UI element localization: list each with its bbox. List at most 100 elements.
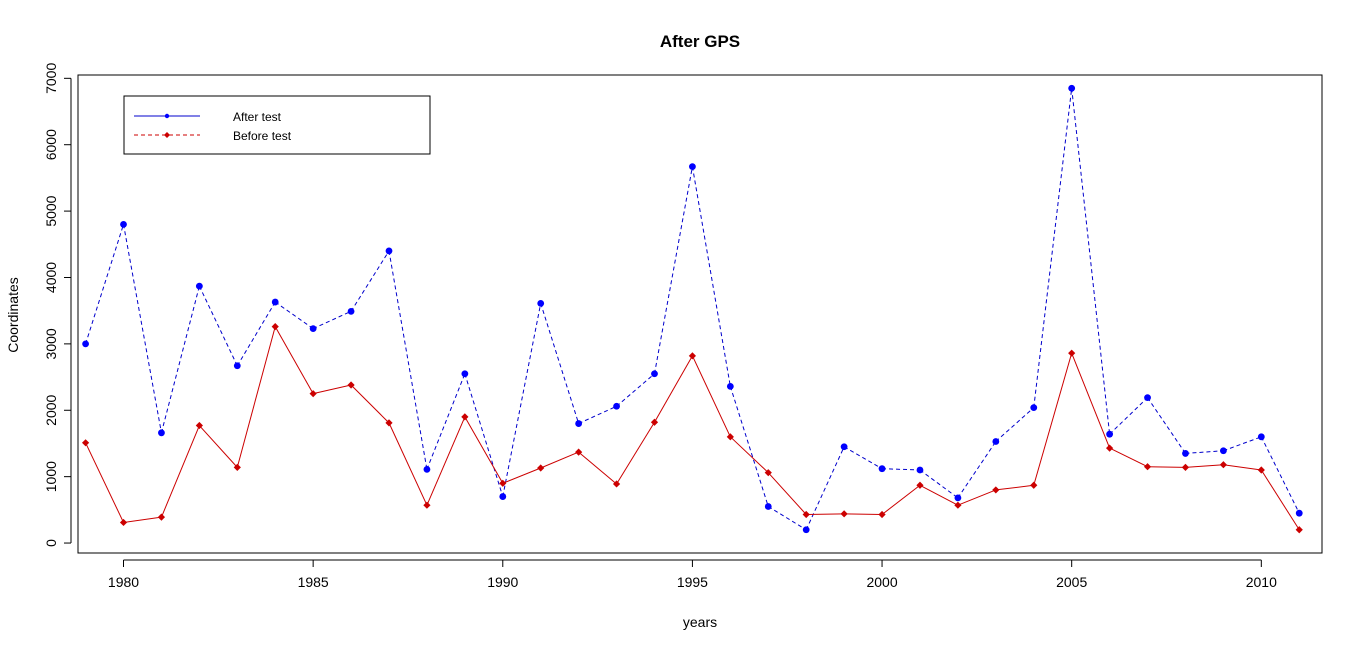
series-segment-after-test bbox=[160, 285, 200, 433]
data-point-after-test bbox=[461, 370, 469, 378]
series-segment-after-test bbox=[578, 405, 617, 424]
y-tick-label: 6000 bbox=[43, 129, 59, 160]
legend-label-before-test: Before test bbox=[233, 129, 292, 143]
x-tick-label: 2000 bbox=[866, 574, 897, 590]
series-segment-before-test bbox=[995, 484, 1034, 491]
data-point-after-test bbox=[158, 429, 165, 437]
series-segment-before-test bbox=[464, 416, 504, 484]
data-point-before-test bbox=[195, 421, 203, 430]
data-point-before-test bbox=[157, 513, 166, 521]
data-point-after-test bbox=[689, 163, 696, 171]
data-point-before-test bbox=[878, 510, 886, 519]
series-segment-before-test bbox=[1147, 466, 1186, 468]
data-point-before-test bbox=[385, 419, 393, 427]
data-point-before-test bbox=[1295, 526, 1303, 534]
legend: After test Before test bbox=[123, 95, 431, 155]
data-point-before-test bbox=[840, 510, 848, 518]
x-tick-label: 1985 bbox=[298, 574, 329, 590]
data-point-before-test bbox=[1030, 481, 1038, 489]
series-segment-after-test bbox=[919, 469, 959, 499]
data-point-before-test bbox=[916, 481, 924, 489]
series-segment-before-test bbox=[1185, 464, 1224, 468]
series-segment-before-test bbox=[654, 355, 693, 423]
data-point-after-test bbox=[1030, 404, 1038, 412]
series-segment-after-test bbox=[1071, 88, 1111, 435]
x-tick-label: 2010 bbox=[1246, 574, 1277, 590]
series-segment-after-test bbox=[691, 166, 731, 387]
series-segment-after-test bbox=[1260, 436, 1300, 514]
data-point-after-test bbox=[499, 493, 507, 500]
series-segment-after-test bbox=[85, 224, 124, 345]
series-segment-after-test bbox=[1147, 397, 1186, 454]
data-point-after-test bbox=[613, 402, 620, 410]
data-point-after-test bbox=[1295, 509, 1303, 517]
series-segment-before-test bbox=[502, 467, 541, 484]
series-segment-after-test bbox=[882, 468, 920, 471]
data-point-after-test bbox=[1068, 84, 1076, 92]
data-point-after-test bbox=[916, 466, 924, 474]
legend-swatch-marker-after-test bbox=[164, 113, 170, 119]
series-segment-before-test bbox=[350, 384, 390, 424]
data-point-before-test bbox=[309, 390, 317, 398]
data-point-before-test bbox=[688, 352, 697, 360]
chart-title: After GPS bbox=[660, 32, 740, 51]
plot-area-frame bbox=[77, 74, 1323, 554]
series-segment-before-test bbox=[388, 422, 428, 506]
data-point-before-test bbox=[650, 418, 659, 426]
data-point-before-test bbox=[802, 510, 810, 519]
series-segment-before-test bbox=[957, 489, 997, 506]
series-segment-after-test bbox=[274, 301, 314, 330]
series-segment-after-test bbox=[768, 506, 807, 531]
data-point-after-test bbox=[120, 220, 127, 228]
y-tick-label: 1000 bbox=[43, 461, 59, 492]
data-point-after-test bbox=[82, 340, 89, 348]
data-point-before-test bbox=[423, 501, 431, 509]
series-layer bbox=[81, 84, 1303, 534]
x-axis: 1980 1985 1990 1995 2000 2005 2010 bbox=[108, 559, 1277, 590]
series-segment-before-test bbox=[578, 451, 617, 485]
series-segment-before-test bbox=[313, 384, 352, 395]
series-segment-after-test bbox=[426, 373, 466, 470]
series-segment-after-test bbox=[843, 446, 883, 470]
series-segment-after-test bbox=[1185, 450, 1224, 454]
y-tick-label: 3000 bbox=[43, 328, 59, 359]
data-point-before-test bbox=[612, 480, 621, 488]
data-point-before-test bbox=[271, 323, 279, 331]
data-point-before-test bbox=[347, 381, 355, 389]
series-segment-before-test bbox=[426, 416, 466, 506]
series-segment-after-test bbox=[312, 310, 352, 330]
data-point-before-test bbox=[81, 439, 90, 447]
series-segment-before-test bbox=[919, 484, 959, 506]
series-segment-before-test bbox=[274, 326, 314, 394]
series-segment-before-test bbox=[767, 472, 807, 515]
data-point-before-test bbox=[764, 469, 772, 477]
data-point-after-test bbox=[233, 362, 241, 370]
series-after-test bbox=[82, 84, 1303, 534]
data-point-before-test bbox=[726, 433, 734, 441]
series-segment-before-test bbox=[1071, 352, 1111, 449]
data-point-before-test bbox=[499, 479, 507, 487]
x-tick-label: 2005 bbox=[1056, 574, 1087, 590]
data-point-before-test bbox=[119, 518, 128, 527]
series-segment-before-test bbox=[806, 513, 845, 515]
data-point-after-test bbox=[992, 438, 1000, 445]
data-point-after-test bbox=[764, 503, 772, 510]
data-point-after-test bbox=[309, 325, 317, 333]
data-point-before-test bbox=[1257, 466, 1265, 474]
y-axis: 0 1000 2000 3000 4000 5000 6000 7000 bbox=[43, 63, 72, 547]
series-segment-after-test bbox=[1223, 436, 1262, 452]
series-segment-before-test bbox=[844, 513, 883, 515]
series-segment-before-test bbox=[85, 442, 124, 523]
data-point-after-test bbox=[1106, 430, 1114, 438]
data-point-before-test bbox=[1219, 461, 1227, 469]
y-tick-label: 4000 bbox=[43, 262, 59, 293]
y-tick-label: 7000 bbox=[43, 63, 59, 94]
series-segment-before-test bbox=[1223, 464, 1262, 471]
series-segment-before-test bbox=[1260, 469, 1300, 531]
data-point-after-test bbox=[878, 465, 886, 473]
data-point-before-test bbox=[537, 464, 545, 472]
data-point-after-test bbox=[840, 443, 848, 451]
series-segment-after-test bbox=[805, 446, 845, 530]
data-point-before-test bbox=[1143, 463, 1152, 471]
series-segment-before-test bbox=[540, 451, 579, 469]
